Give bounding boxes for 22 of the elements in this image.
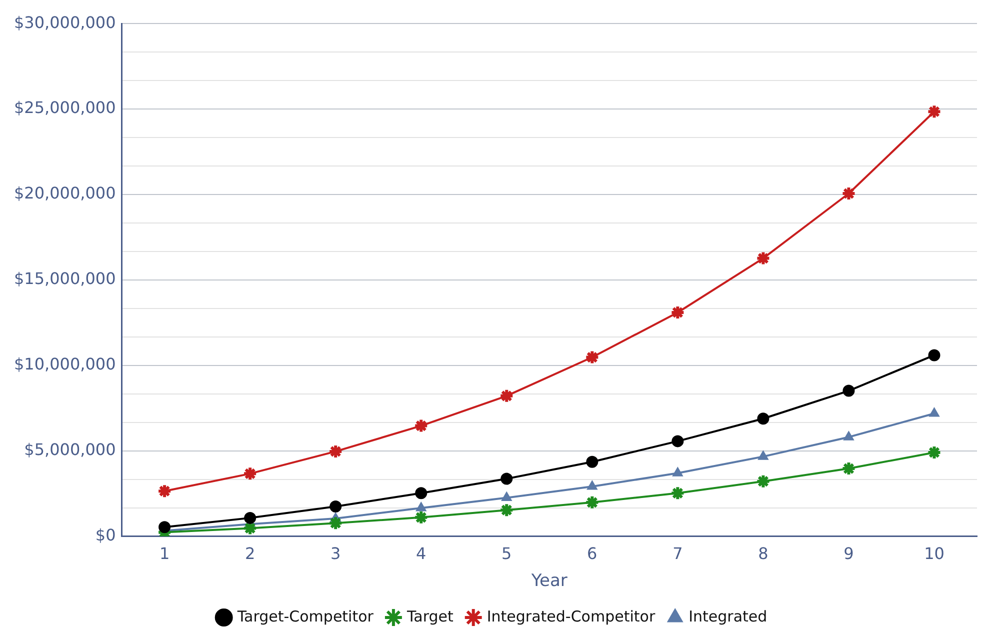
x-tick-label: 3 [330, 544, 341, 564]
x-tick-label: 9 [844, 544, 854, 564]
x-tick-label: 2 [244, 544, 256, 564]
y-tick-label: $0 [95, 526, 116, 545]
legend-label: Target-Competitor [236, 607, 374, 626]
x-axis-title: Year [530, 571, 568, 592]
x-tick-label: 6 [587, 544, 598, 564]
y-tick-label: $30,000,000 [14, 12, 116, 32]
x-tick-label: 5 [502, 544, 512, 564]
y-tick-label: $25,000,000 [14, 98, 116, 118]
x-tick-label: 4 [416, 544, 426, 564]
y-tick-label: $20,000,000 [14, 184, 116, 203]
legend-label: Target [406, 607, 454, 626]
y-tick-label: $5,000,000 [24, 440, 116, 460]
legend-label: Integrated [688, 607, 768, 626]
x-tick-label: 1 [159, 544, 170, 564]
x-tick-label: 8 [758, 544, 768, 564]
x-tick-label: 7 [672, 544, 683, 564]
y-tick-label: $15,000,000 [14, 269, 116, 288]
x-tick-label: 10 [924, 544, 944, 564]
y-tick-label: $10,000,000 [14, 354, 116, 374]
legend-label: Integrated-Competitor [486, 607, 656, 626]
